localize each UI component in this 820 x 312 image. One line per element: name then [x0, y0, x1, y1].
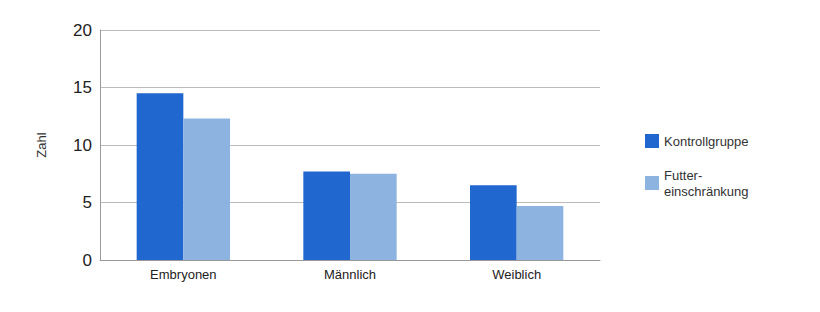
svg-text:20: 20: [73, 21, 92, 40]
svg-text:Zahl: Zahl: [34, 132, 49, 157]
svg-text:5: 5: [83, 193, 92, 212]
svg-text:Futter-: Futter-: [664, 168, 702, 183]
svg-text:Embryonen: Embryonen: [150, 267, 216, 282]
svg-text:0: 0: [83, 251, 92, 270]
svg-text:Männlich: Männlich: [324, 267, 376, 282]
svg-text:Kontrollgruppe: Kontrollgruppe: [664, 134, 749, 149]
svg-text:einschränkung: einschränkung: [664, 184, 749, 199]
svg-text:10: 10: [73, 136, 92, 155]
svg-text:Weiblich: Weiblich: [492, 267, 541, 282]
svg-text:15: 15: [73, 78, 92, 97]
